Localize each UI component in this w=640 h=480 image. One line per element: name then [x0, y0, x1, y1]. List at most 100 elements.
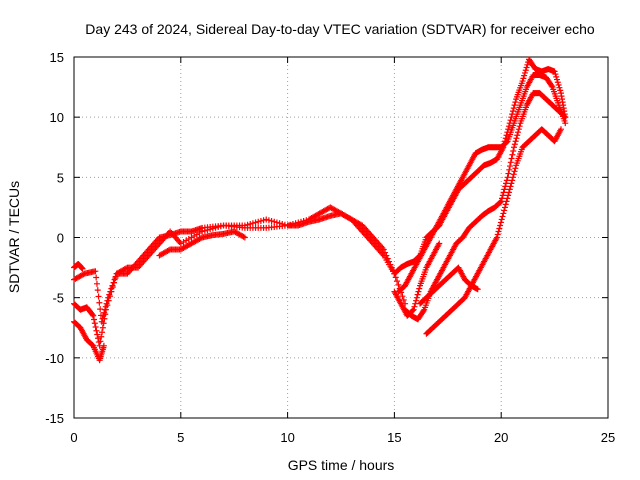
data-point	[412, 300, 419, 307]
data-point	[513, 135, 520, 142]
data-point	[99, 329, 106, 336]
data-point	[524, 61, 531, 68]
data-point	[380, 246, 387, 253]
data-point	[522, 67, 529, 74]
data-point	[520, 75, 527, 82]
data-point	[510, 148, 517, 155]
grid-lines	[74, 57, 608, 418]
data-point	[497, 222, 504, 229]
data-point	[508, 180, 515, 187]
data-point	[496, 225, 503, 232]
data-point	[556, 84, 563, 91]
data-point	[505, 170, 512, 177]
data-point	[508, 155, 515, 162]
data-point	[240, 233, 247, 240]
series-track-8	[402, 90, 569, 323]
data-point	[217, 223, 224, 230]
data-point	[300, 217, 307, 224]
data-point	[503, 138, 510, 145]
data-point	[91, 320, 98, 327]
data-point	[97, 306, 104, 313]
data-point	[495, 228, 502, 235]
data-point	[503, 180, 510, 187]
y-axis-label: SDTVAR / TECUs	[6, 181, 22, 293]
data-point	[265, 217, 272, 224]
data-point	[503, 177, 510, 184]
data-point	[409, 307, 416, 314]
data-point	[509, 174, 516, 181]
data-point	[519, 78, 526, 85]
data-point	[244, 221, 251, 228]
data-point	[511, 102, 518, 109]
data-point	[395, 281, 402, 288]
data-point	[93, 274, 100, 281]
data-point	[505, 126, 512, 133]
x-tick-label: 5	[177, 430, 184, 445]
y-tick-label: 5	[57, 170, 64, 185]
data-point	[499, 195, 506, 202]
chart-title: Day 243 of 2024, Sidereal Day-to-day VTE…	[85, 21, 595, 37]
data-point	[552, 71, 559, 78]
data-point	[501, 207, 508, 214]
data-point	[91, 316, 98, 323]
y-tick-label: 15	[50, 50, 64, 65]
data-point	[516, 123, 523, 130]
data-point	[100, 320, 107, 327]
data-point	[511, 141, 518, 148]
data-point	[558, 126, 565, 133]
series-track-11	[391, 240, 443, 319]
data-point	[287, 221, 294, 228]
data-point	[295, 219, 302, 226]
series-track-5	[156, 228, 248, 259]
data-point	[255, 218, 262, 225]
data-point	[501, 204, 508, 211]
data-point	[414, 291, 421, 298]
data-point	[505, 192, 512, 199]
x-axis-ticks: 0 5 10 15 20 25	[70, 57, 615, 445]
data-point	[507, 159, 514, 166]
x-tick-label: 25	[601, 430, 615, 445]
data-point	[103, 306, 110, 313]
data-point	[504, 195, 511, 202]
data-point	[257, 217, 264, 224]
data-point	[107, 293, 114, 300]
data-point	[386, 258, 393, 265]
data-point	[509, 177, 516, 184]
data-point	[498, 198, 505, 205]
x-tick-label: 10	[280, 430, 294, 445]
data-point	[505, 189, 512, 196]
data-point	[93, 327, 100, 334]
data-point	[94, 331, 101, 338]
series-track-10	[417, 264, 481, 307]
data-point	[260, 217, 267, 224]
data-point	[505, 123, 512, 130]
data-point	[100, 342, 107, 349]
x-tick-label: 20	[494, 430, 508, 445]
data-point	[413, 294, 420, 301]
data-point	[509, 108, 516, 115]
data-point	[515, 129, 522, 136]
data-point	[387, 261, 394, 268]
data-point	[197, 235, 204, 242]
data-point	[561, 113, 568, 120]
data-point	[289, 220, 296, 227]
data-point	[400, 296, 407, 303]
data-point	[554, 79, 561, 86]
data-point	[252, 219, 259, 226]
data-point	[436, 240, 443, 247]
data-point	[498, 216, 505, 223]
x-axis-label: GPS time / hours	[288, 457, 395, 473]
data-point	[554, 76, 561, 83]
data-point	[497, 199, 504, 206]
data-point	[499, 213, 506, 220]
data-point	[388, 264, 395, 271]
data-point	[102, 311, 109, 318]
data-point	[512, 99, 519, 106]
data-point	[501, 186, 508, 193]
data-point	[500, 210, 507, 217]
data-point	[553, 73, 560, 80]
data-point	[104, 302, 111, 309]
data-marks	[71, 56, 569, 364]
data-point	[95, 293, 102, 300]
data-point	[112, 275, 119, 282]
